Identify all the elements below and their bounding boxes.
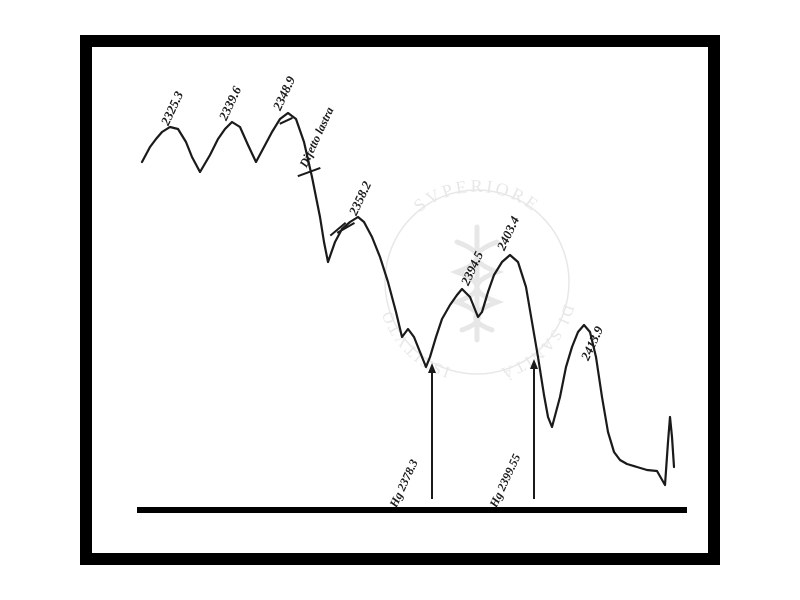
chart-canvas: SVPERIORE DI SANITÀ ISTITVTO <box>92 47 708 553</box>
reference-arrow-stem <box>431 371 433 499</box>
reference-arrow-stem <box>533 367 535 499</box>
plot-area: SVPERIORE DI SANITÀ ISTITVTO <box>92 47 708 553</box>
baseline <box>137 507 687 513</box>
reference-arrow-head-icon <box>428 363 436 373</box>
reference-arrow-head-icon <box>530 359 538 369</box>
chart-frame: SVPERIORE DI SANITÀ ISTITVTO <box>80 35 720 565</box>
